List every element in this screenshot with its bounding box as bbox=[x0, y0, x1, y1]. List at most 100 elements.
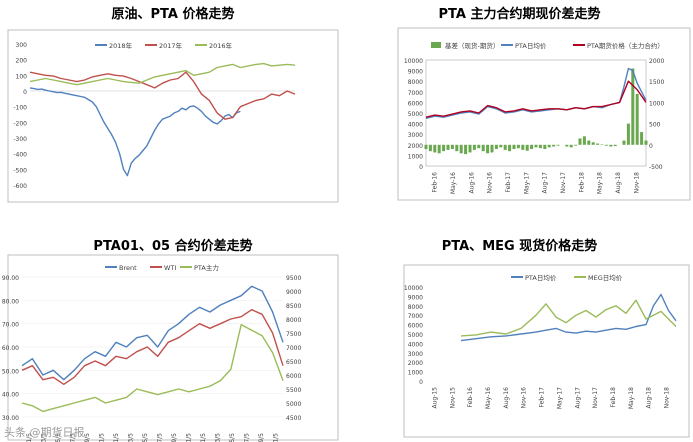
legend-label: PTA日均价 bbox=[525, 273, 557, 282]
chart-pta-spread: 90.00 80.00 70.00 60.00 50.00 40.00 30.00 9500 9… bbox=[2, 254, 339, 442]
series-line-2 bbox=[460, 299, 677, 337]
basis-bar bbox=[521, 144, 525, 150]
series-line-3 bbox=[29, 62, 296, 86]
x-tick-label: 1/5 bbox=[26, 433, 33, 442]
basis-bar bbox=[525, 144, 529, 151]
x-tick-label: 7/5 bbox=[69, 433, 76, 442]
basis-bar bbox=[543, 144, 547, 150]
legend-label: 基差（现货-期货） bbox=[445, 41, 499, 50]
x-tick-label: May-18 bbox=[597, 172, 604, 194]
x-tick-label: 9/5 bbox=[171, 433, 178, 442]
chart-pta-meg: 1000090008000700060005000400030002000100… bbox=[403, 264, 690, 438]
y-right-tick-label: 500 bbox=[649, 122, 661, 129]
y-right-tick-label: 5000 bbox=[286, 401, 301, 408]
basis-bar bbox=[499, 144, 503, 148]
basis-bar bbox=[635, 93, 639, 145]
basis-bar bbox=[534, 144, 538, 148]
y-tick-label: 7000 bbox=[408, 313, 423, 320]
chart-panel-pta-meg: PTA、MEG 现货价格走势 10000 9000 8000 7000 6000 5000… bbox=[346, 221, 693, 442]
y-tick-label: 4000 bbox=[408, 341, 423, 348]
chart-frame bbox=[397, 27, 691, 201]
y-tick-label: 2000 bbox=[408, 143, 423, 150]
x-tick-label: May-16 bbox=[450, 172, 457, 194]
legend-label: WTI bbox=[164, 264, 176, 272]
basis-bar bbox=[552, 144, 556, 147]
basis-bar bbox=[547, 144, 551, 148]
plot-area bbox=[425, 59, 647, 167]
x-tick-label: Aug-17 bbox=[574, 387, 581, 409]
y-right-tick-label: 8000 bbox=[286, 317, 301, 324]
basis-bar bbox=[582, 136, 586, 145]
chart-pta-basis: 1000090008000700060005000400030002000100… bbox=[397, 27, 691, 201]
y-right-tick-label: 6500 bbox=[286, 359, 301, 366]
x-tick-label: 3/5 bbox=[127, 433, 134, 442]
x-tick-label: Feb-17 bbox=[539, 387, 546, 408]
y-tick-label: 0 bbox=[419, 379, 423, 386]
y-tick-label: 50.00 bbox=[2, 368, 19, 375]
y-tick-label: 30.00 bbox=[2, 415, 19, 422]
legend-label: PTA日均价 bbox=[515, 41, 547, 50]
y-tick-label: 9000 bbox=[408, 69, 423, 76]
watermark: 头条 @期货日报 bbox=[4, 426, 85, 439]
basis-bar bbox=[459, 144, 463, 154]
y-right-tick-label: -500 bbox=[649, 164, 663, 171]
chart-title: PTA、MEG 现货价格走势 bbox=[441, 239, 598, 254]
y-right-tick-label: 9500 bbox=[286, 275, 301, 282]
chart-title: PTA 主力合约期现价差走势 bbox=[438, 7, 601, 22]
x-tick-label: Nov-18 bbox=[633, 172, 640, 194]
basis-bar bbox=[622, 140, 626, 145]
y-tick-label: 80.00 bbox=[2, 298, 19, 305]
y-right-tick-label: 1000 bbox=[649, 100, 664, 107]
basis-bar bbox=[424, 144, 428, 150]
basis-bar bbox=[556, 144, 560, 146]
y-right-tick-label: 0 bbox=[649, 143, 653, 150]
x-tick-label: Feb-16 bbox=[432, 172, 439, 193]
y-tick-label: 8000 bbox=[408, 79, 423, 86]
y-tick-label: -300 bbox=[13, 136, 27, 143]
basis-bar bbox=[490, 144, 494, 153]
x-tick-label: 9/5 bbox=[258, 433, 265, 442]
x-tick-label: Nov-18 bbox=[664, 387, 671, 409]
basis-bar bbox=[464, 144, 468, 155]
basis-bar bbox=[596, 143, 600, 145]
x-tick-label: May-16 bbox=[485, 387, 492, 409]
y-tick-label: 100 bbox=[16, 73, 28, 80]
y-right-tick-label: 6000 bbox=[286, 373, 301, 380]
y-tick-label: 3000 bbox=[408, 351, 423, 358]
basis-bar bbox=[644, 140, 648, 145]
x-tick-label: Aug-16 bbox=[503, 387, 510, 409]
basis-bar bbox=[446, 144, 450, 150]
x-tick-label: Nov-16 bbox=[487, 172, 494, 194]
basis-bar bbox=[631, 68, 635, 145]
chart-panel-crude-pta: 原油、PTA 价格走势 300 200 100 0 -100 -200 -300 -400 -5… bbox=[0, 0, 346, 221]
y-tick-label: -100 bbox=[13, 105, 27, 112]
y-tick-label: 60.00 bbox=[2, 345, 19, 352]
series-line-3 bbox=[425, 80, 647, 118]
x-tick-label: Feb-17 bbox=[505, 172, 512, 193]
y-tick-label: 1000 bbox=[408, 370, 423, 377]
basis-bar bbox=[486, 144, 490, 154]
y-right-tick-label: 9000 bbox=[286, 289, 301, 296]
legend-swatch bbox=[431, 42, 441, 48]
x-tick-label: Feb-18 bbox=[578, 172, 585, 193]
y-tick-label: 5000 bbox=[408, 332, 423, 339]
series-line-1 bbox=[21, 285, 284, 381]
y-tick-label: 40.00 bbox=[2, 392, 19, 399]
x-tick-label: Nov-16 bbox=[521, 387, 528, 409]
basis-bar bbox=[516, 144, 520, 149]
basis-bar bbox=[503, 144, 507, 150]
chart-title: 原油、PTA 价格走势 bbox=[111, 7, 235, 22]
y-tick-label: 1000 bbox=[408, 153, 423, 160]
chart-frame bbox=[7, 29, 339, 203]
basis-bar bbox=[433, 144, 437, 153]
x-tick-label: 5/5 bbox=[229, 433, 236, 442]
y-right-tick-label: 4500 bbox=[286, 415, 301, 422]
y-tick-label: 8000 bbox=[408, 304, 423, 311]
basis-bar bbox=[442, 144, 446, 152]
x-tick-label: Aug-18 bbox=[646, 387, 653, 409]
x-tick-label: 11/5 bbox=[272, 433, 279, 442]
basis-bar bbox=[574, 144, 578, 146]
x-tick-label: 3/5 bbox=[40, 433, 47, 442]
series-line-1 bbox=[460, 293, 677, 342]
x-tick-label: Aug-17 bbox=[542, 172, 549, 194]
